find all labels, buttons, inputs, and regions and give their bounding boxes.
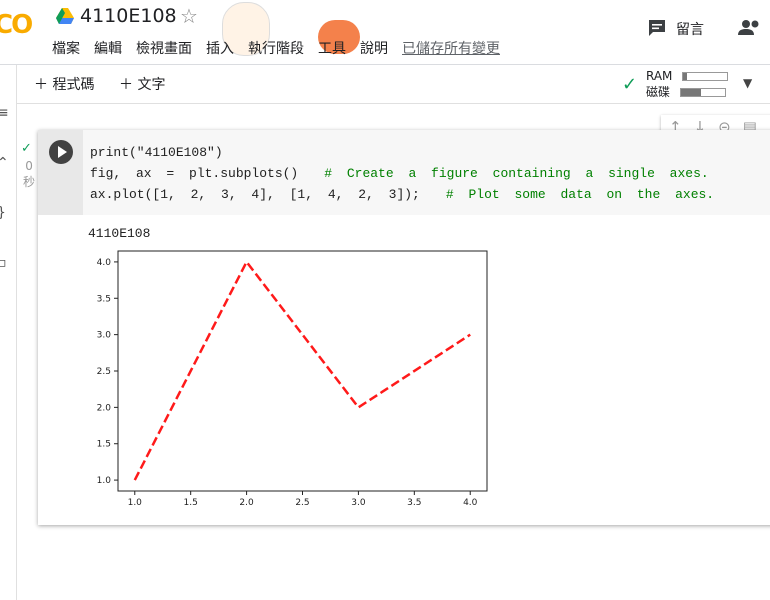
connected-check: ✓ [622, 74, 638, 95]
share-icon[interactable] [738, 20, 762, 36]
comment-icon [649, 20, 665, 36]
y-tick-label: 2.0 [97, 403, 112, 413]
ram-label: RAM [646, 69, 673, 83]
code-text: ax.plot([1, 2, 3, 4], [1, 4, 2, 3]); [90, 187, 420, 202]
menu-item[interactable]: 檢視畫面 [136, 41, 192, 57]
toolbar-divider [16, 103, 770, 104]
code-line: ax.plot([1, 2, 3, 4], [1, 4, 2, 3]); # Pl… [90, 184, 714, 205]
code-line: fig, ax = plt.subplots() # Create a figur… [90, 163, 714, 184]
star-icon[interactable]: ☆ [180, 4, 198, 28]
y-tick-label: 3.0 [97, 331, 112, 341]
output-text: 4110E108 [88, 226, 151, 241]
code-text: print("4110E108") [90, 145, 223, 160]
resource-dropdown[interactable]: ▼ [743, 76, 753, 90]
code-lines: print("4110E108") fig, ax = plt.subplots(… [90, 142, 714, 205]
header-divider [0, 64, 770, 65]
menu-item[interactable]: 說明 [360, 41, 388, 57]
code-editor [83, 130, 770, 215]
data-line [133, 259, 471, 481]
resource-monitor[interactable]: RAM 磁碟 [646, 68, 729, 100]
menu-item[interactable]: 工具 [318, 41, 346, 57]
exec-time-value: 0 [25, 159, 33, 173]
disk-label: 磁碟 [646, 85, 671, 99]
cat-sticker [222, 2, 270, 56]
y-tick-label: 1.0 [97, 476, 112, 486]
exec-time-unit: 秒 [23, 175, 36, 189]
x-tick-label: 3.5 [407, 498, 421, 508]
run-button[interactable] [49, 140, 73, 164]
code-line: print("4110E108") [90, 142, 714, 163]
disk-bar [679, 88, 726, 97]
sidebar-icons[interactable]: ≡⌃}▫ [0, 105, 9, 271]
x-tick-label: 2.0 [239, 498, 254, 508]
y-tick-label: 4.0 [97, 258, 112, 268]
x-tick-label: 1.0 [128, 498, 143, 508]
menu-item[interactable]: 編輯 [94, 41, 122, 57]
exec-check: ✓ [21, 141, 32, 156]
save-status[interactable]: 已儲存所有變更 [402, 41, 500, 57]
y-tick-label: 2.5 [97, 367, 111, 377]
add-text-label: 文字 [137, 77, 166, 93]
y-tick-label: 3.5 [97, 294, 111, 304]
add-code-label: 程式碼 [52, 77, 95, 93]
x-tick-label: 2.5 [295, 498, 309, 508]
x-tick-label: 4.0 [463, 498, 478, 508]
logo[interactable]: CO [0, 10, 33, 40]
ram-bar [682, 72, 729, 81]
drive-icon [56, 8, 74, 24]
menu-item[interactable]: 執行階段 [248, 41, 304, 57]
notebook-title[interactable]: 4110E108 [80, 5, 177, 27]
x-tick-label: 3.0 [351, 498, 366, 508]
y-tick-label: 1.5 [97, 440, 111, 450]
menu-item[interactable]: 插入 [206, 41, 234, 57]
code-comment: # Plot some data on the axes. [445, 187, 715, 202]
menu-bar: 檔案 編輯 檢視畫面 插入 執行階段 工具 說明 已儲存所有變更 [52, 38, 514, 58]
menu-item[interactable]: 檔案 [52, 41, 80, 57]
sidebar-border [16, 65, 17, 600]
comment-button[interactable]: 留言 [676, 22, 704, 38]
axes-frame [117, 250, 488, 492]
add-code-button[interactable]: ＋ 程式碼 [34, 77, 95, 93]
add-text-button[interactable]: ＋ 文字 [119, 77, 166, 93]
crab-sticker [318, 20, 360, 54]
code-text: fig, ax = plt.subplots() [90, 166, 299, 181]
code-comment: # Create a figure containing a single ax… [324, 166, 709, 181]
chart: 1.0 1.5 2.0 2.5 3.0 3.5 4.0 1.0 1.5 2.0 2.5 3.0 3.5 4… [97, 250, 488, 508]
x-tick-label: 1.5 [184, 498, 198, 508]
